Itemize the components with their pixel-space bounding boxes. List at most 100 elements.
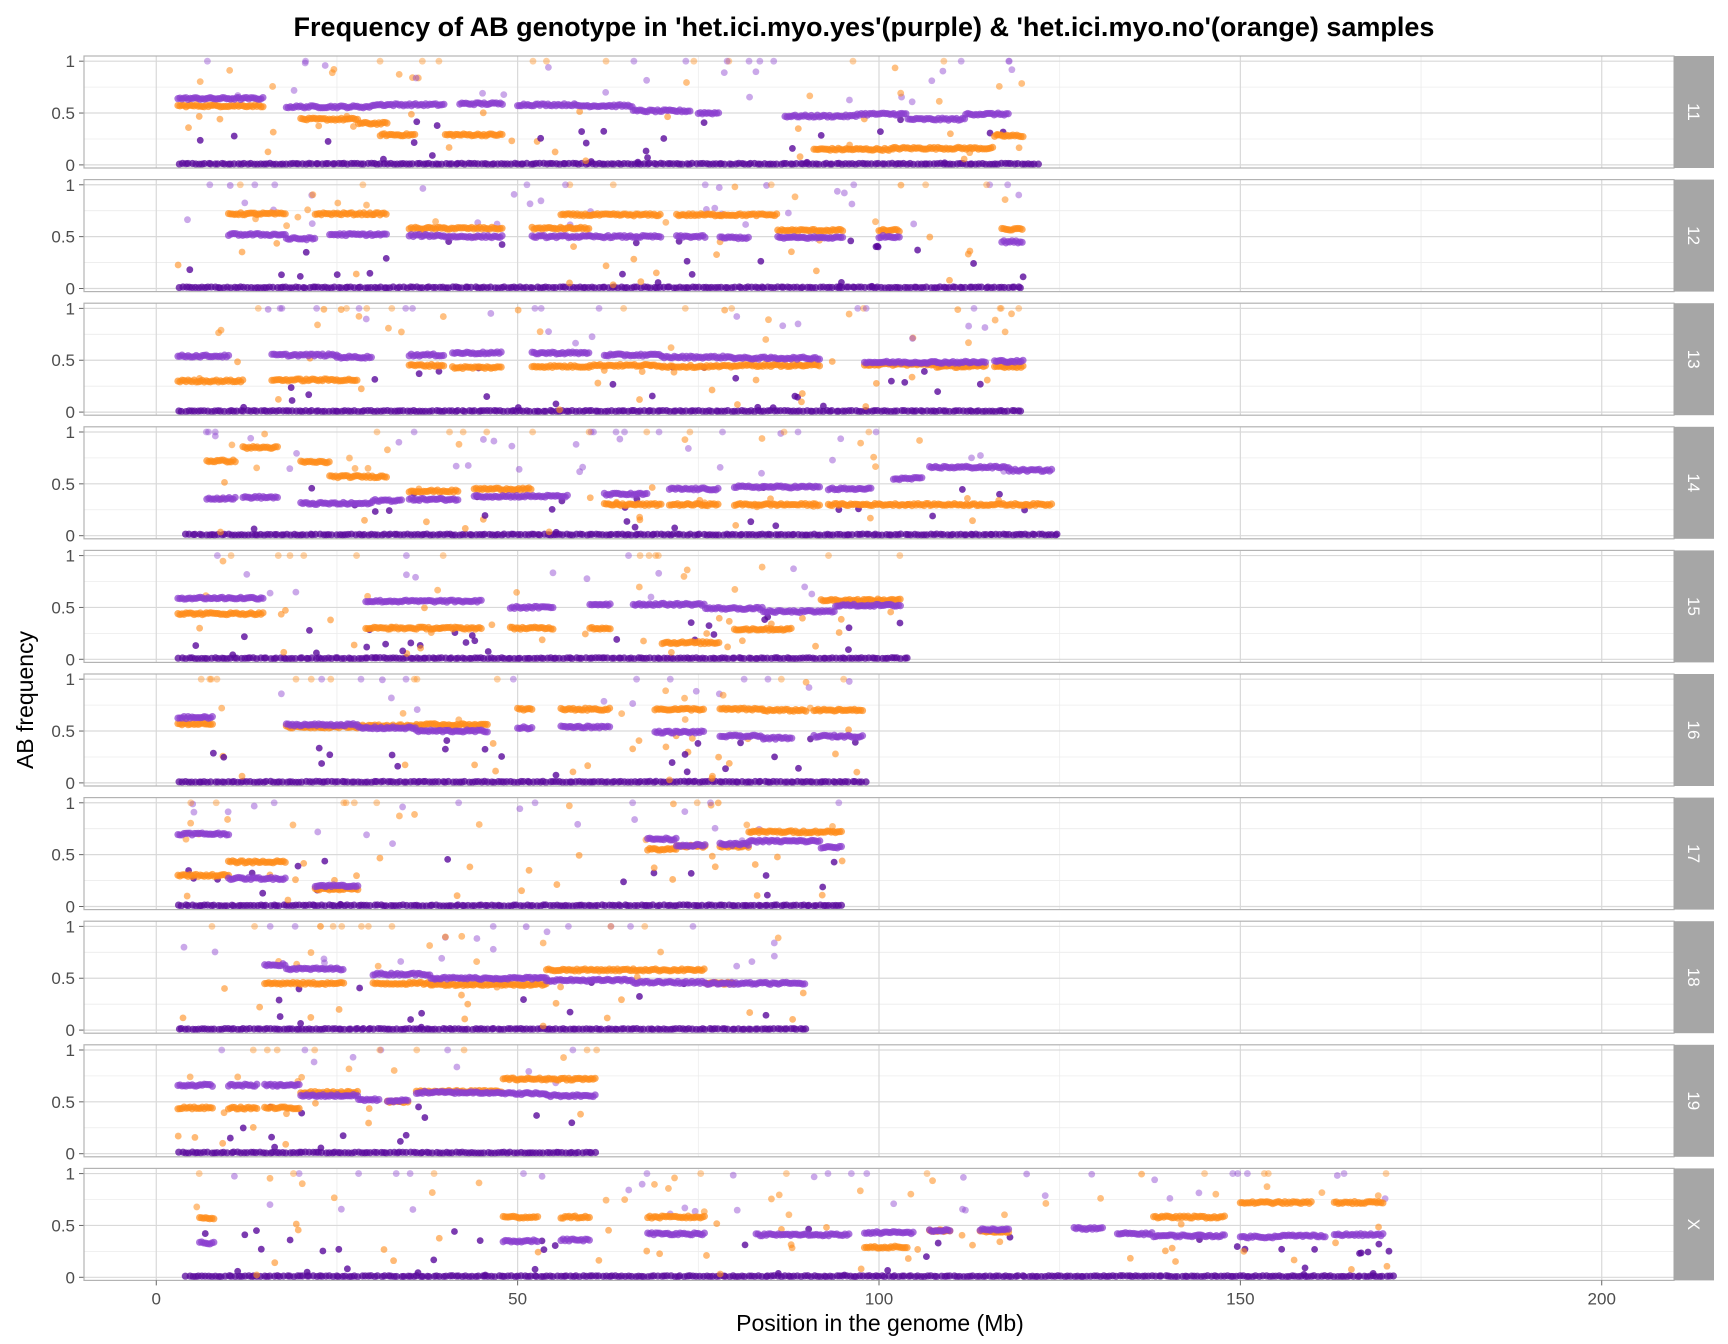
data-point-scatter	[806, 92, 814, 100]
data-point-scatter	[488, 621, 496, 629]
data-point-scatter	[213, 552, 221, 559]
y-tick-label: 0.5	[51, 228, 75, 247]
data-point-scatter	[968, 454, 975, 462]
data-point-orange	[1018, 225, 1026, 233]
data-point-scatter	[479, 89, 486, 97]
data-point-purple	[477, 596, 485, 604]
data-point-scatter	[278, 304, 286, 312]
data-point-scatter	[619, 270, 626, 278]
data-point-orange	[1019, 133, 1027, 141]
data-point-purple	[1004, 110, 1012, 118]
data-point-scatter	[373, 428, 381, 436]
data-point-scatter	[293, 449, 300, 457]
data-point-scatter	[566, 279, 573, 287]
data-point-scatter	[862, 403, 870, 410]
data-point-scatter	[887, 377, 895, 385]
data-point-scatter	[725, 617, 733, 625]
data-point-scatter	[286, 552, 294, 559]
data-point-scatter	[602, 88, 610, 96]
data-point-scatter	[508, 442, 516, 450]
data-point-scatter	[308, 484, 316, 492]
data-point-scatter	[549, 569, 557, 577]
data-point-scatter	[965, 322, 973, 330]
data-point-scatter	[636, 552, 644, 559]
data-point-scatter	[294, 213, 302, 221]
data-point-purple	[231, 493, 239, 502]
data-point-scatter	[537, 304, 545, 312]
y-tick-label: 1	[66, 52, 75, 71]
y-tick-label: 0	[66, 403, 75, 422]
data-point-purple-zero	[1016, 284, 1024, 292]
data-point-purple-zero	[1034, 160, 1042, 168]
data-point-scatter	[897, 89, 905, 97]
data-point-scatter	[328, 69, 336, 77]
data-point-orange	[989, 143, 997, 151]
y-tick-label: 0	[66, 279, 75, 298]
data-point-scatter	[791, 193, 799, 201]
data-point-scatter	[446, 428, 453, 436]
data-point-orange	[281, 210, 289, 218]
data-point-scatter	[837, 435, 845, 443]
data-point-scatter	[221, 478, 228, 486]
data-point-scatter	[566, 181, 574, 189]
data-point-scatter	[848, 200, 856, 208]
data-point-scatter	[756, 57, 764, 65]
data-point-scatter	[582, 157, 590, 165]
data-point-scatter	[621, 428, 628, 436]
data-point-scatter	[835, 629, 843, 636]
data-point-scatter	[399, 647, 407, 655]
data-point-scatter	[324, 138, 332, 145]
data-point-scatter	[910, 220, 918, 228]
data-point-scatter	[983, 376, 991, 384]
data-point-purple-zero	[408, 160, 416, 168]
data-point-scatter	[747, 518, 755, 526]
data-point-orange	[815, 362, 824, 370]
data-point-scatter	[439, 552, 447, 559]
data-point-scatter	[523, 181, 531, 189]
data-point-scatter	[877, 128, 884, 136]
data-point-orange	[657, 500, 665, 508]
data-point-scatter	[583, 575, 591, 583]
data-point-scatter	[857, 439, 865, 447]
data-point-scatter	[581, 630, 589, 638]
data-point-scatter	[333, 271, 341, 279]
data-point-orange	[585, 224, 593, 233]
data-point-orange	[606, 625, 614, 633]
data-point-scatter	[364, 464, 372, 472]
data-point-scatter	[680, 573, 688, 580]
data-point-scatter	[327, 616, 334, 624]
data-point-scatter	[227, 552, 235, 559]
data-point-scatter	[602, 262, 610, 270]
data-point-scatter	[266, 589, 274, 597]
data-point-scatter	[652, 269, 660, 277]
data-point-purple	[311, 234, 319, 242]
data-point-scatter	[995, 82, 1003, 90]
data-point-purple	[1047, 465, 1056, 474]
data-point-orange	[231, 458, 239, 466]
data-point-scatter	[752, 376, 760, 384]
data-point-scatter	[873, 242, 881, 250]
data-point-scatter	[1015, 304, 1023, 312]
data-point-scatter	[421, 604, 428, 612]
data-point-scatter	[854, 304, 862, 312]
data-point-scatter	[664, 113, 672, 121]
data-point-scatter	[887, 608, 895, 616]
data-point-scatter	[828, 358, 836, 365]
data-point-scatter	[969, 517, 976, 525]
data-point-scatter	[690, 57, 698, 65]
data-point-scatter	[355, 304, 363, 312]
data-point-purple	[498, 232, 506, 240]
data-point-purple	[895, 233, 903, 241]
data-point-purple	[224, 351, 233, 360]
data-point-scatter	[872, 218, 879, 226]
data-point-scatter	[600, 127, 608, 135]
data-point-scatter	[920, 368, 928, 375]
data-point-scatter	[941, 159, 949, 167]
data-point-orange	[498, 130, 506, 139]
data-point-orange	[656, 210, 664, 218]
data-point-scatter	[371, 508, 379, 515]
data-point-purple	[563, 491, 571, 499]
data-point-scatter	[682, 57, 690, 65]
data-point-scatter	[587, 158, 595, 165]
